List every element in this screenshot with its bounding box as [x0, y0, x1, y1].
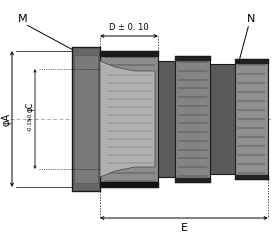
Polygon shape	[72, 47, 100, 191]
Polygon shape	[210, 64, 235, 174]
Text: N: N	[247, 14, 255, 24]
Polygon shape	[235, 59, 268, 179]
Polygon shape	[100, 51, 158, 187]
Polygon shape	[74, 55, 98, 183]
Polygon shape	[158, 61, 175, 177]
Text: φC: φC	[25, 102, 34, 112]
Text: -0.15: -0.15	[27, 117, 32, 131]
Text: +0: +0	[27, 113, 32, 121]
Text: φA: φA	[2, 112, 12, 126]
Polygon shape	[175, 56, 210, 182]
Text: D ± 0. 10: D ± 0. 10	[109, 23, 149, 32]
Text: E: E	[181, 223, 188, 233]
Text: M: M	[18, 14, 28, 24]
Polygon shape	[100, 61, 155, 177]
